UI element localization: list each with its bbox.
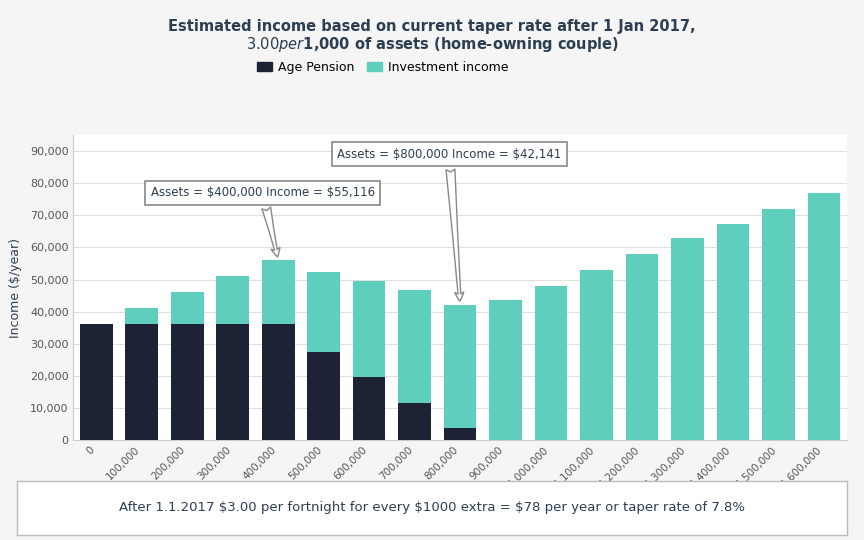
Bar — [444, 305, 476, 428]
Text: After 1.1.2017 \$3.00 per fortnight for every \$1000 extra = \$78 per year or ta: After 1.1.2017 \$3.00 per fortnight for … — [119, 501, 745, 514]
Bar — [308, 353, 340, 440]
Bar — [125, 308, 158, 325]
Bar — [171, 325, 204, 440]
Bar — [444, 428, 476, 440]
Bar — [535, 286, 568, 440]
Text: Assets = \$800,000 Income = \$42,141: Assets = \$800,000 Income = \$42,141 — [337, 148, 562, 301]
Bar — [79, 325, 112, 440]
Text: $3.00 per $1,000 of assets (home-owning couple): $3.00 per $1,000 of assets (home-owning … — [245, 35, 619, 54]
Bar — [398, 402, 431, 440]
Bar — [398, 290, 431, 402]
Bar — [716, 224, 749, 440]
Bar — [308, 272, 340, 353]
Bar — [171, 292, 204, 325]
X-axis label: Assets ($): Assets ($) — [426, 497, 494, 511]
Bar — [671, 238, 704, 440]
Bar — [353, 281, 385, 377]
Bar — [262, 325, 295, 440]
Y-axis label: Income ($/year): Income ($/year) — [9, 238, 22, 338]
Bar — [216, 325, 249, 440]
Bar — [626, 254, 658, 440]
Bar — [808, 193, 841, 440]
Bar — [489, 300, 522, 440]
Bar — [125, 325, 158, 440]
Legend: Age Pension, Investment income: Age Pension, Investment income — [251, 56, 514, 79]
Bar — [580, 270, 613, 440]
Bar — [762, 209, 795, 440]
Text: Assets = \$400,000 Income = \$55,116: Assets = \$400,000 Income = \$55,116 — [150, 186, 375, 257]
Bar — [216, 276, 249, 325]
Text: Estimated income based on current taper rate after 1 Jan 2017,: Estimated income based on current taper … — [168, 19, 696, 34]
Bar — [262, 260, 295, 325]
Bar — [353, 377, 385, 440]
